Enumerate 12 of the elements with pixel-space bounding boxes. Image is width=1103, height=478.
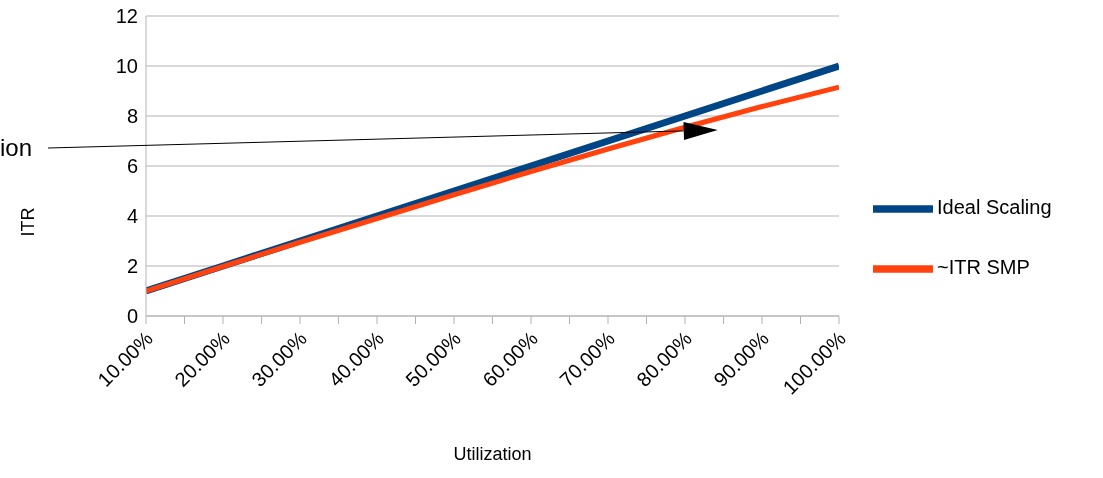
y-tick-label: 10 xyxy=(115,55,138,78)
legend-label: Ideal Scaling xyxy=(937,196,1052,219)
y-tick-label: 4 xyxy=(126,205,138,228)
y-tick-label: 12 xyxy=(115,5,138,28)
y-tick-label: 2 xyxy=(126,255,138,278)
x-axis-title: Utilization xyxy=(453,444,532,464)
y-tick-label: 8 xyxy=(126,105,138,128)
legend-label: ~ITR SMP xyxy=(937,256,1030,279)
y-tick-label: 0 xyxy=(126,305,138,328)
y-tick-label: 6 xyxy=(126,155,138,178)
text: ion xyxy=(0,134,33,161)
y-axis-title: ITR xyxy=(18,207,38,237)
